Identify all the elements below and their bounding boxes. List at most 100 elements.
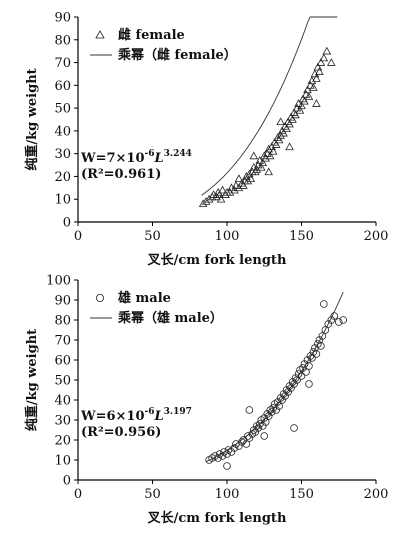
data-point bbox=[291, 110, 300, 119]
y-tick-label: 100 bbox=[46, 274, 71, 289]
data-point bbox=[223, 462, 231, 470]
data-point bbox=[297, 101, 306, 110]
x-tick-label: 50 bbox=[144, 487, 161, 502]
x-axis-title: 叉长/cm fork length bbox=[147, 510, 287, 526]
data-point bbox=[204, 194, 214, 203]
data-point bbox=[242, 440, 251, 448]
data-point bbox=[260, 432, 269, 440]
female-chart: 0 50 100 150 200 0 10 20 30 40 50 60 70 80 90 叉长/cm for… bbox=[24, 11, 388, 269]
data-point bbox=[327, 58, 336, 66]
data-point bbox=[285, 119, 294, 128]
y-tick-label: 40 bbox=[54, 124, 71, 139]
data-point bbox=[312, 74, 321, 82]
y-axis-title: 纯重/kg weight bbox=[24, 329, 40, 431]
legend-fit-label: 乘幂（雌 female） bbox=[117, 47, 237, 63]
r-squared: (R²=0.961) bbox=[81, 167, 161, 182]
y-tick-label: 30 bbox=[54, 414, 71, 429]
data-point bbox=[304, 92, 314, 101]
data-point bbox=[271, 140, 281, 148]
data-point bbox=[274, 135, 284, 144]
male-chart: 0 50 100 150 200 0 10 20 30 40 50 60 70 80 90 100 叉长/cm … bbox=[24, 274, 388, 527]
legend-scatter-label: 雄 male bbox=[117, 290, 171, 306]
y-tick-label: 40 bbox=[54, 394, 71, 409]
equation-exponent: -6 bbox=[145, 149, 155, 159]
fit-equation: W=6×10-6L3.197 bbox=[80, 407, 192, 424]
data-point bbox=[276, 117, 285, 126]
equation-exponent: 3.244 bbox=[164, 149, 192, 159]
y-tick-label: 80 bbox=[54, 314, 71, 329]
data-point bbox=[255, 156, 265, 164]
x-tick-label: 150 bbox=[289, 487, 314, 502]
equation-variable: L bbox=[154, 409, 164, 424]
data-point bbox=[305, 380, 313, 388]
data-point bbox=[279, 128, 288, 137]
data-point bbox=[322, 46, 332, 55]
data-point bbox=[302, 368, 310, 376]
data-point bbox=[265, 151, 275, 160]
legend-marker-icon bbox=[95, 30, 105, 39]
data-point bbox=[212, 192, 221, 201]
data-point bbox=[339, 316, 348, 324]
data-point bbox=[214, 454, 222, 462]
fit-equation: W=7×10-6L3.244 bbox=[80, 149, 192, 166]
x-axis-title: 叉长/cm fork length bbox=[147, 252, 287, 268]
data-point bbox=[312, 99, 321, 107]
data-point bbox=[295, 105, 305, 114]
data-point bbox=[268, 146, 278, 155]
y-tick-label: 90 bbox=[54, 11, 71, 26]
fit-curve bbox=[201, 16, 338, 196]
data-point bbox=[264, 167, 273, 176]
data-point bbox=[303, 85, 312, 94]
x-tick-label: 0 bbox=[74, 229, 82, 244]
data-point bbox=[234, 174, 244, 183]
x-tick-label: 50 bbox=[144, 229, 161, 244]
data-point bbox=[245, 406, 254, 414]
data-point bbox=[239, 181, 248, 189]
data-point bbox=[319, 53, 329, 62]
y-tick-label: 50 bbox=[54, 102, 71, 117]
y-tick-label: 60 bbox=[54, 79, 71, 94]
data-point bbox=[300, 96, 309, 105]
data-point bbox=[318, 332, 327, 340]
y-tick-label: 70 bbox=[54, 334, 71, 349]
data-point bbox=[309, 83, 318, 91]
data-point bbox=[262, 149, 272, 157]
y-tick-label: 10 bbox=[54, 193, 71, 208]
x-tick-label: 100 bbox=[215, 487, 240, 502]
data-point bbox=[305, 362, 313, 370]
data-point bbox=[288, 115, 297, 123]
legend-fit-label: 乘幂（雄 male） bbox=[117, 310, 223, 326]
data-point bbox=[264, 144, 273, 153]
data-point bbox=[285, 142, 294, 151]
equation-exponent: -6 bbox=[145, 407, 155, 417]
data-point bbox=[320, 300, 328, 308]
equation-prefix: W=7×10 bbox=[80, 151, 145, 166]
y-tick-label: 10 bbox=[54, 454, 71, 469]
data-point bbox=[256, 162, 266, 171]
data-point bbox=[198, 199, 208, 208]
y-tick-label: 0 bbox=[63, 474, 71, 489]
x-tick-label: 150 bbox=[289, 229, 314, 244]
x-tick-label: 200 bbox=[364, 487, 389, 502]
data-point bbox=[294, 99, 303, 107]
y-tick-label: 60 bbox=[54, 354, 71, 369]
legend-scatter-label: 雌 female bbox=[118, 27, 185, 43]
data-point bbox=[315, 67, 324, 75]
y-tick-label: 50 bbox=[54, 374, 71, 389]
data-point bbox=[293, 376, 301, 384]
data-point bbox=[267, 408, 276, 416]
data-point bbox=[258, 158, 268, 167]
equation-exponent: 3.197 bbox=[164, 407, 192, 417]
x-tick-label: 0 bbox=[74, 487, 82, 502]
data-point bbox=[282, 124, 291, 132]
data-point bbox=[276, 131, 285, 139]
data-point bbox=[306, 80, 315, 89]
y-tick-label: 20 bbox=[54, 434, 71, 449]
data-point bbox=[243, 176, 253, 185]
equation-prefix: W=6×10 bbox=[80, 409, 145, 424]
y-tick-label: 80 bbox=[54, 33, 71, 48]
x-tick-label: 200 bbox=[364, 229, 389, 244]
y-tick-label: 0 bbox=[63, 216, 71, 231]
r-squared: (R²=0.956) bbox=[81, 425, 161, 440]
